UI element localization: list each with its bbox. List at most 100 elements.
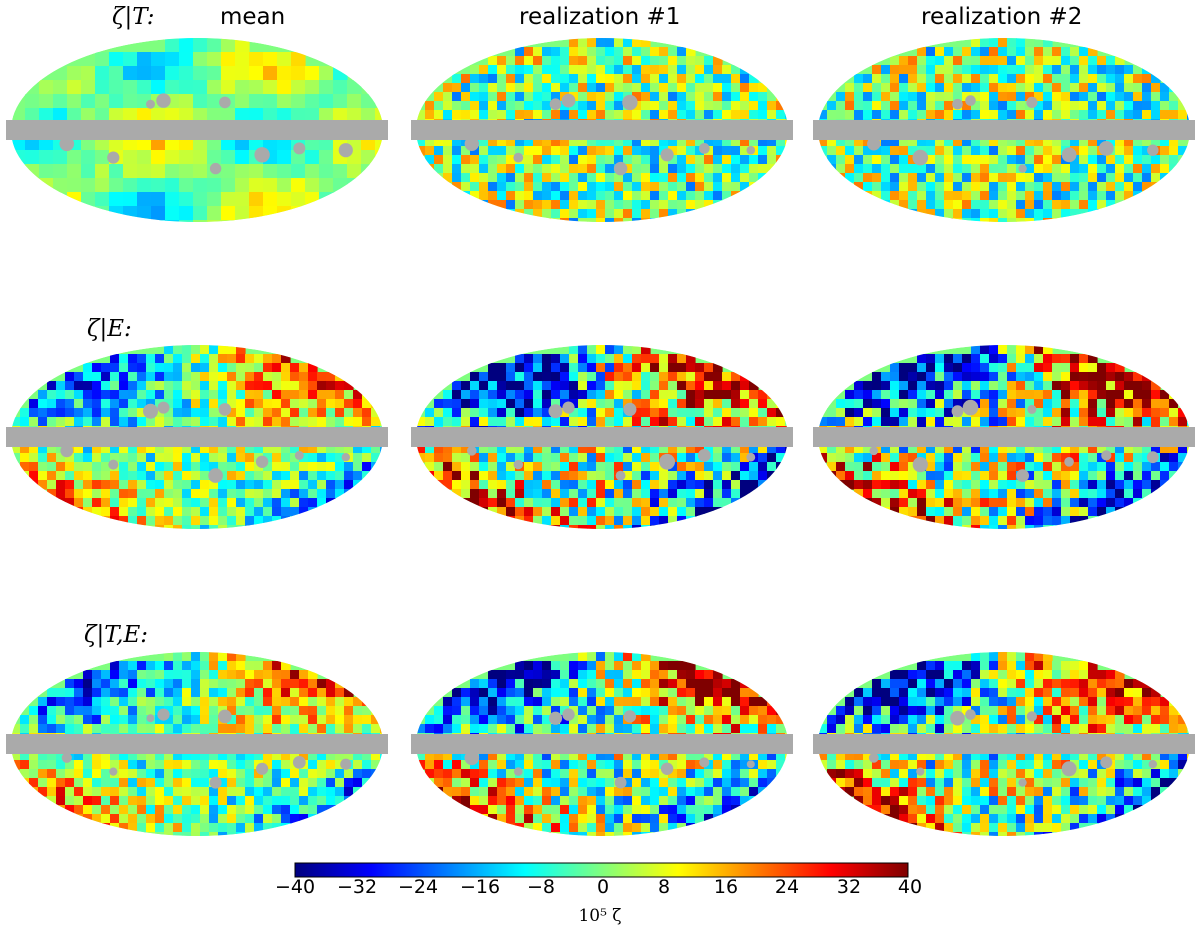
point-source-mask [548,711,563,725]
point-source-mask [59,136,75,152]
point-source-mask [697,449,711,462]
point-source-mask [613,161,628,176]
point-source-mask [660,148,674,162]
point-source-mask [659,453,675,470]
galactic-mask-band [813,427,1195,447]
point-source-mask [107,151,120,164]
point-source-mask [255,455,269,468]
point-source-mask [61,752,72,763]
point-source-mask [108,459,119,470]
colorbar-tick: 0 [596,876,610,898]
point-source-mask [950,710,965,726]
galactic-mask-band [813,120,1195,140]
point-source-mask [746,145,756,155]
point-source-mask [746,452,756,462]
point-source-mask [156,93,171,108]
point-source-mask [292,756,306,769]
point-source-mask [562,708,575,721]
galactic-mask-band [411,427,793,447]
point-source-mask [1018,778,1027,787]
point-source-mask [294,450,304,460]
colorbar-tick: −40 [274,876,316,898]
point-source-mask [614,776,627,789]
colorbar-tick: 32 [836,876,862,898]
point-source-mask [157,401,170,414]
colorbar-tick: 40 [897,876,923,898]
point-source-mask [622,94,638,111]
point-source-mask [218,709,232,724]
point-source-mask [952,98,963,110]
point-source-mask [869,446,879,456]
point-source-mask [256,762,269,775]
point-source-mask [912,149,929,166]
point-source-mask [219,96,231,109]
point-source-mask [146,99,155,109]
colorbar-tick: −32 [336,876,378,898]
galactic-mask-band [411,734,793,754]
point-source-mask [1026,711,1037,722]
point-source-mask [965,95,976,106]
point-source-mask [1148,760,1158,769]
point-source-mask [157,708,170,721]
point-source-mask [965,709,976,720]
colorbar-tick: 8 [657,876,671,898]
point-source-mask [962,399,979,416]
point-source-mask [1064,457,1074,467]
point-source-mask [615,470,626,481]
column-title-mean: mean [220,4,286,30]
point-source-mask [623,402,637,416]
column-title-realization-2: realization #2 [921,4,1083,30]
colorbar-tick: −8 [526,876,555,898]
point-source-mask [1026,96,1038,108]
point-source-mask [660,762,674,775]
colorbar-tick: 24 [774,876,800,898]
point-source-mask [143,403,158,419]
colorbar-tick: −16 [459,876,501,898]
row-label-zeta-given-e: ζ|E: [87,316,132,342]
galactic-mask-band [6,120,388,140]
point-source-mask [916,767,925,776]
point-source-mask [1146,451,1159,464]
point-source-mask [1147,144,1159,156]
point-source-mask [1016,469,1029,482]
point-source-mask [1027,404,1037,414]
point-source-mask [467,446,477,456]
point-source-mask [562,401,575,414]
point-source-mask [218,403,232,416]
row-label-zeta-given-t: ζ|T: [112,4,155,30]
point-source-mask [951,405,964,418]
point-source-mask [548,404,563,419]
point-source-mask [746,760,755,769]
point-source-mask [549,98,562,110]
point-source-mask [912,457,928,473]
point-source-mask [868,752,879,763]
point-source-mask [1101,450,1112,461]
point-source-mask [1100,756,1113,769]
colorbar [294,862,909,878]
point-source-mask [514,767,523,776]
row-label-zeta-given-te: ζ|T,E: [84,622,149,648]
galactic-mask-band [6,734,388,754]
point-source-mask [60,444,74,458]
point-source-mask [146,714,155,723]
point-source-mask [1061,761,1077,777]
colorbar-tick: 16 [713,876,739,898]
galactic-mask-band [813,734,1195,754]
point-source-mask [341,453,350,462]
galactic-mask-band [6,427,388,447]
point-source-mask [513,152,524,163]
point-source-mask [464,136,479,151]
point-source-mask [209,776,222,789]
point-source-mask [699,757,710,768]
point-source-mask [698,143,710,154]
point-source-mask [513,459,523,470]
point-source-mask [338,143,353,158]
point-source-mask [464,750,480,766]
galactic-mask-band [411,120,793,140]
point-source-mask [1098,141,1114,156]
point-source-mask [561,93,576,108]
point-source-mask [1061,147,1077,163]
point-source-mask [1018,164,1027,173]
point-source-mask [208,468,223,483]
